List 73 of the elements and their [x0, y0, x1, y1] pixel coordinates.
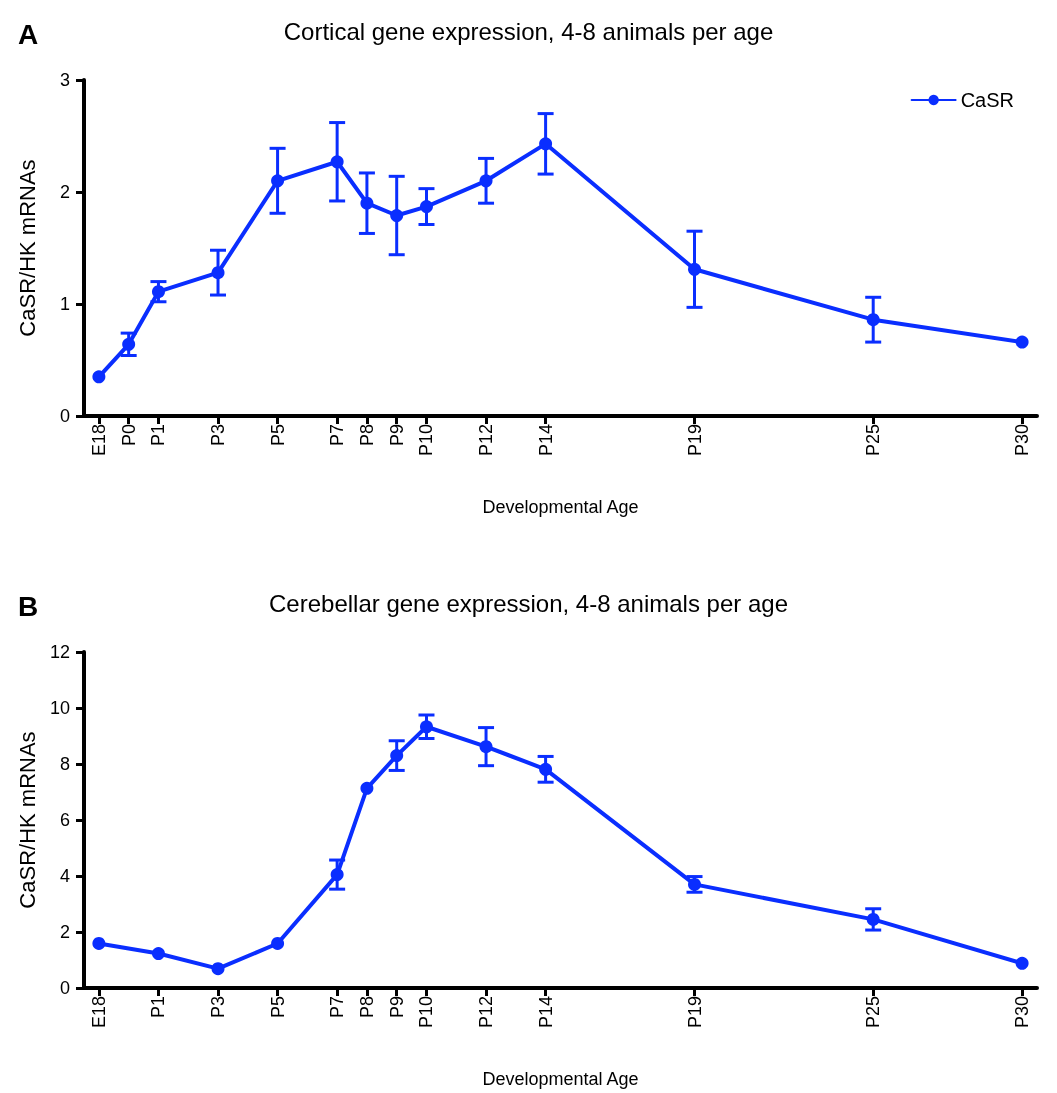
- x-tick-label: P9: [386, 996, 407, 1019]
- y-tick-label: 3: [59, 70, 70, 90]
- x-tick-label: P19: [684, 424, 705, 457]
- point: [211, 266, 225, 280]
- point: [360, 781, 374, 795]
- y-tick-label: 10: [49, 698, 70, 718]
- point: [866, 912, 880, 926]
- point: [330, 868, 344, 882]
- x-tick-label: P7: [327, 996, 348, 1019]
- point: [420, 200, 433, 214]
- point: [151, 285, 165, 299]
- x-axis-title: Developmental Age: [482, 497, 639, 517]
- point: [390, 749, 404, 763]
- point: [211, 962, 225, 976]
- x-tick-label: P12: [476, 424, 497, 457]
- x-tick-label: P5: [267, 424, 288, 447]
- x-tick-label: P14: [535, 424, 556, 457]
- y-tick-label: 6: [59, 810, 70, 830]
- point: [1015, 956, 1029, 970]
- x-tick-label: P1: [148, 996, 169, 1019]
- x-tick-label: P10: [416, 424, 437, 457]
- point: [420, 720, 433, 734]
- point: [390, 209, 404, 223]
- point: [92, 936, 106, 950]
- x-tick-label: P8: [356, 996, 377, 1019]
- point: [271, 936, 285, 950]
- point: [330, 155, 344, 169]
- x-tick-label: P19: [684, 996, 705, 1029]
- x-tick-label: P3: [208, 424, 229, 447]
- point: [92, 370, 106, 384]
- chart-title: Cortical gene expression, 4-8 animals per age: [283, 17, 774, 45]
- y-axis-title: CaSR/HK mRNAs: [14, 159, 40, 337]
- y-axis-title: CaSR/HK mRNAs: [14, 731, 40, 909]
- y-tick-label: 4: [59, 866, 70, 886]
- x-tick-label: P25: [863, 996, 884, 1029]
- x-tick-label: P9: [386, 424, 407, 447]
- y-tick-label: 8: [59, 754, 70, 774]
- point: [866, 313, 880, 327]
- x-tick-label: P30: [1012, 424, 1033, 457]
- x-tick-label: P10: [416, 996, 437, 1029]
- x-tick-label: P8: [356, 424, 377, 447]
- y-tick-label: 0: [59, 978, 70, 998]
- x-tick-label: P3: [208, 996, 229, 1019]
- point: [151, 947, 165, 961]
- chart-title: Cerebellar gene expression, 4-8 animals per age: [269, 589, 788, 617]
- point: [360, 196, 374, 210]
- point: [1015, 335, 1029, 349]
- point: [479, 174, 493, 188]
- text: B: [18, 590, 39, 622]
- x-tick-label: E18: [88, 424, 109, 457]
- y-tick-label: 1: [59, 294, 70, 314]
- x-tick-label: P1: [148, 424, 169, 447]
- y-tick-label: 2: [59, 922, 70, 942]
- y-tick-label: 2: [59, 182, 70, 202]
- x-tick-label: P30: [1012, 996, 1033, 1029]
- point: [539, 762, 553, 776]
- x-tick-label: P12: [476, 996, 497, 1029]
- point: [122, 337, 136, 351]
- legend-label: CaSR: [960, 89, 1015, 111]
- x-tick-label: E18: [88, 996, 109, 1029]
- y-tick-label: 0: [59, 406, 70, 426]
- point: [479, 740, 493, 754]
- point: [271, 174, 285, 188]
- x-tick-label: P0: [118, 424, 139, 447]
- text: A: [18, 18, 39, 50]
- point: [539, 137, 553, 151]
- y-tick-label: 12: [49, 642, 70, 662]
- x-tick-label: P5: [267, 996, 288, 1019]
- point: [688, 262, 702, 276]
- x-axis-title: Developmental Age: [482, 1069, 639, 1089]
- x-tick-label: P25: [863, 424, 884, 457]
- x-tick-label: P14: [535, 996, 556, 1029]
- x-tick-label: P7: [327, 424, 348, 447]
